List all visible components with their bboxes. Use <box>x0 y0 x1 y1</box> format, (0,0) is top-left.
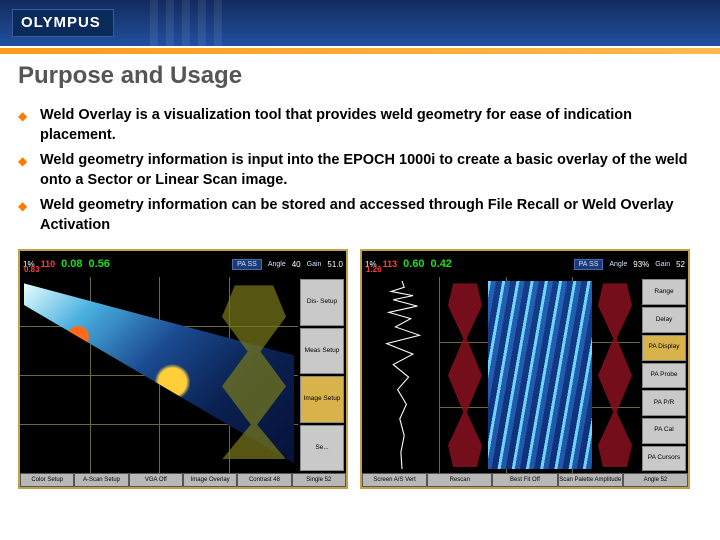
softkey[interactable]: Range <box>642 279 686 305</box>
bullet-item: ◆ Weld Overlay is a visualization tool t… <box>18 106 702 145</box>
softkey[interactable]: PA Cal <box>642 418 686 444</box>
softkey[interactable]: PA Display <box>642 335 686 361</box>
figure-sector-scan: 1% 110 0.08 0.56 PA SS Angle 40 Gain 51.… <box>18 249 348 489</box>
sector-area <box>20 277 298 473</box>
bullet-icon: ◆ <box>18 196 40 216</box>
softkey[interactable]: Contrast 48 <box>237 473 291 487</box>
slide-content: Purpose and Usage ◆ Weld Overlay is a vi… <box>0 48 720 489</box>
bullet-item: ◆ Weld geometry information can be store… <box>18 196 702 235</box>
ascan-waveform <box>380 281 424 469</box>
instrument-readout-row2: 0.83 <box>24 265 342 274</box>
brand-header: OLYMPUS <box>0 0 720 48</box>
linear-main <box>440 277 640 473</box>
figures-row: 1% 110 0.08 0.56 PA SS Angle 40 Gain 51.… <box>18 249 702 489</box>
softkey[interactable]: Screen A/S Vert <box>362 473 427 487</box>
softkey[interactable]: PA Probe <box>642 363 686 389</box>
logo-text: OLYMPUS <box>21 14 101 31</box>
instrument-readout-row2: 1.26 <box>366 265 684 274</box>
softkey[interactable]: VGA Off <box>129 473 183 487</box>
bullet-icon: ◆ <box>18 106 40 126</box>
softkey[interactable]: Meas Setup <box>300 328 344 375</box>
softkey[interactable]: Best Fit Off <box>492 473 557 487</box>
softkey[interactable]: Se... <box>300 425 344 472</box>
softkey[interactable]: Dis- Setup <box>300 279 344 326</box>
softkey[interactable]: Scan Palette Amplitude <box>558 473 623 487</box>
softkey[interactable]: Color Setup <box>20 473 74 487</box>
softkey[interactable]: A-Scan Setup <box>74 473 128 487</box>
bottom-softkeys: Screen A/S Vert Rescan Best Fit Off Scan… <box>362 473 688 487</box>
bullet-text: Weld Overlay is a visualization tool tha… <box>40 106 702 145</box>
bullet-list: ◆ Weld Overlay is a visualization tool t… <box>18 106 702 235</box>
softkey[interactable]: Rescan <box>427 473 492 487</box>
softkey[interactable]: PA Cursors <box>642 446 686 472</box>
side-softkeys: Dis- Setup Meas Setup Image Setup Se... <box>298 277 346 473</box>
bullet-text: Weld geometry information can be stored … <box>40 196 702 235</box>
softkey[interactable]: Image Setup <box>300 376 344 423</box>
bullet-icon: ◆ <box>18 151 40 171</box>
logo: OLYMPUS <box>12 9 114 37</box>
side-softkeys: Range Delay PA Display PA Probe PA P/R P… <box>640 277 688 473</box>
softkey[interactable]: Delay <box>642 307 686 333</box>
weld-overlay-shape <box>448 283 482 467</box>
ascan-column <box>362 277 440 473</box>
readout-value: 1.26 <box>366 265 382 274</box>
softkey[interactable]: Angle 52 <box>623 473 688 487</box>
softkey[interactable]: PA P/R <box>642 390 686 416</box>
figure-linear-scan: 1% 113 0.60 0.42 PA SS Angle 93% Gain 52… <box>360 249 690 489</box>
bullet-item: ◆ Weld geometry information is input int… <box>18 151 702 190</box>
softkey[interactable]: Single 52 <box>292 473 346 487</box>
sector-display <box>20 277 298 473</box>
linear-scan-image <box>488 281 592 469</box>
readout-value: 0.83 <box>24 265 40 274</box>
linear-area <box>362 277 640 473</box>
softkey[interactable]: Image Overlay <box>183 473 237 487</box>
linear-display <box>362 277 640 473</box>
slide-title: Purpose and Usage <box>18 62 702 90</box>
bottom-softkeys: Color Setup A-Scan Setup VGA Off Image O… <box>20 473 346 487</box>
header-stripe <box>150 0 230 46</box>
bullet-text: Weld geometry information is input into … <box>40 151 702 190</box>
weld-overlay-shape <box>598 283 632 467</box>
